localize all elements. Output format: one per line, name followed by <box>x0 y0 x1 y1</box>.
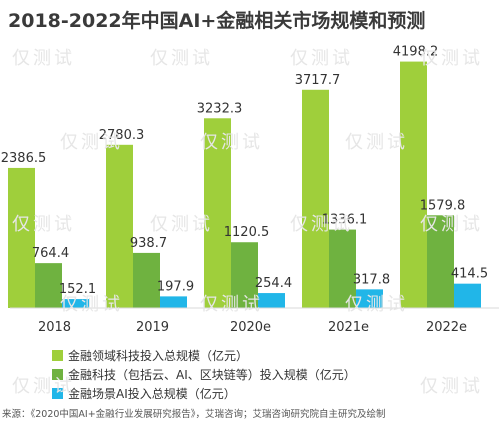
bar-2019-series-2 <box>160 296 187 308</box>
bar-2022e-series-2 <box>454 283 481 308</box>
bar-2021e-series-2 <box>356 289 383 308</box>
data-label: 197.9 <box>157 279 194 294</box>
data-label: 2386.5 <box>1 151 47 166</box>
bar-2018-series-0 <box>8 167 35 308</box>
data-label: 1120.5 <box>224 225 270 240</box>
data-label: 2780.3 <box>99 128 145 143</box>
x-tick-label: 2020e <box>230 320 271 335</box>
bar-2019-series-1 <box>133 252 160 308</box>
bar-2022e-series-0 <box>400 61 427 309</box>
data-label: 1579.8 <box>420 198 466 213</box>
x-tick-label: 2019 <box>136 320 169 335</box>
legend-swatch <box>52 388 63 399</box>
bar-2018-series-1 <box>35 263 62 308</box>
data-label: 254.4 <box>255 276 292 291</box>
legend-item-total-tech: 金融领域科技投入总规模（亿元） <box>52 346 356 365</box>
legend-label: 金融科技（包括云、AI、区块链等）投入规模（亿元） <box>68 368 356 382</box>
x-tick-label: 2022e <box>426 320 467 335</box>
legend-item-fintech: 金融科技（包括云、AI、区块链等）投入规模（亿元） <box>52 365 356 384</box>
legend-swatch <box>52 350 63 361</box>
bar-2020e-series-2 <box>258 293 285 308</box>
legend: 金融领域科技投入总规模（亿元） 金融科技（包括云、AI、区块链等）投入规模（亿元… <box>52 346 356 403</box>
data-label: 3717.7 <box>295 73 341 88</box>
x-tick-label: 2021e <box>328 320 369 335</box>
x-tick-label: 2018 <box>38 320 71 335</box>
bar-2020e-series-0 <box>204 118 231 308</box>
data-label: 1336.1 <box>322 213 368 228</box>
data-label: 317.8 <box>353 272 390 287</box>
data-label: 764.4 <box>32 246 69 261</box>
legend-swatch <box>52 369 63 380</box>
data-label: 938.7 <box>130 236 167 251</box>
legend-item-ai: 金融场景AI投入总规模（亿元） <box>52 384 356 403</box>
source-note: 来源：《2020中国AI+金融行业发展研究报告》，艾瑞咨询；艾瑞咨询研究院自主研… <box>2 409 386 420</box>
legend-label: 金融场景AI投入总规模（亿元） <box>68 387 236 401</box>
chart-title: 2018-2022年中国AI+金融相关市场规模和预测 <box>8 10 426 32</box>
data-label: 152.1 <box>59 282 96 297</box>
bar-2018-series-2 <box>62 299 89 308</box>
bar-2020e-series-1 <box>231 242 258 308</box>
bar-2019-series-0 <box>106 144 133 308</box>
data-label: 3232.3 <box>197 101 243 116</box>
legend-label: 金融领域科技投入总规模（亿元） <box>68 349 249 363</box>
bar-2022e-series-1 <box>427 215 454 308</box>
bar-2021e-series-1 <box>329 229 356 308</box>
data-label: 414.5 <box>451 267 488 282</box>
bar-2021e-series-0 <box>302 89 329 308</box>
data-label: 4198.2 <box>393 45 439 60</box>
